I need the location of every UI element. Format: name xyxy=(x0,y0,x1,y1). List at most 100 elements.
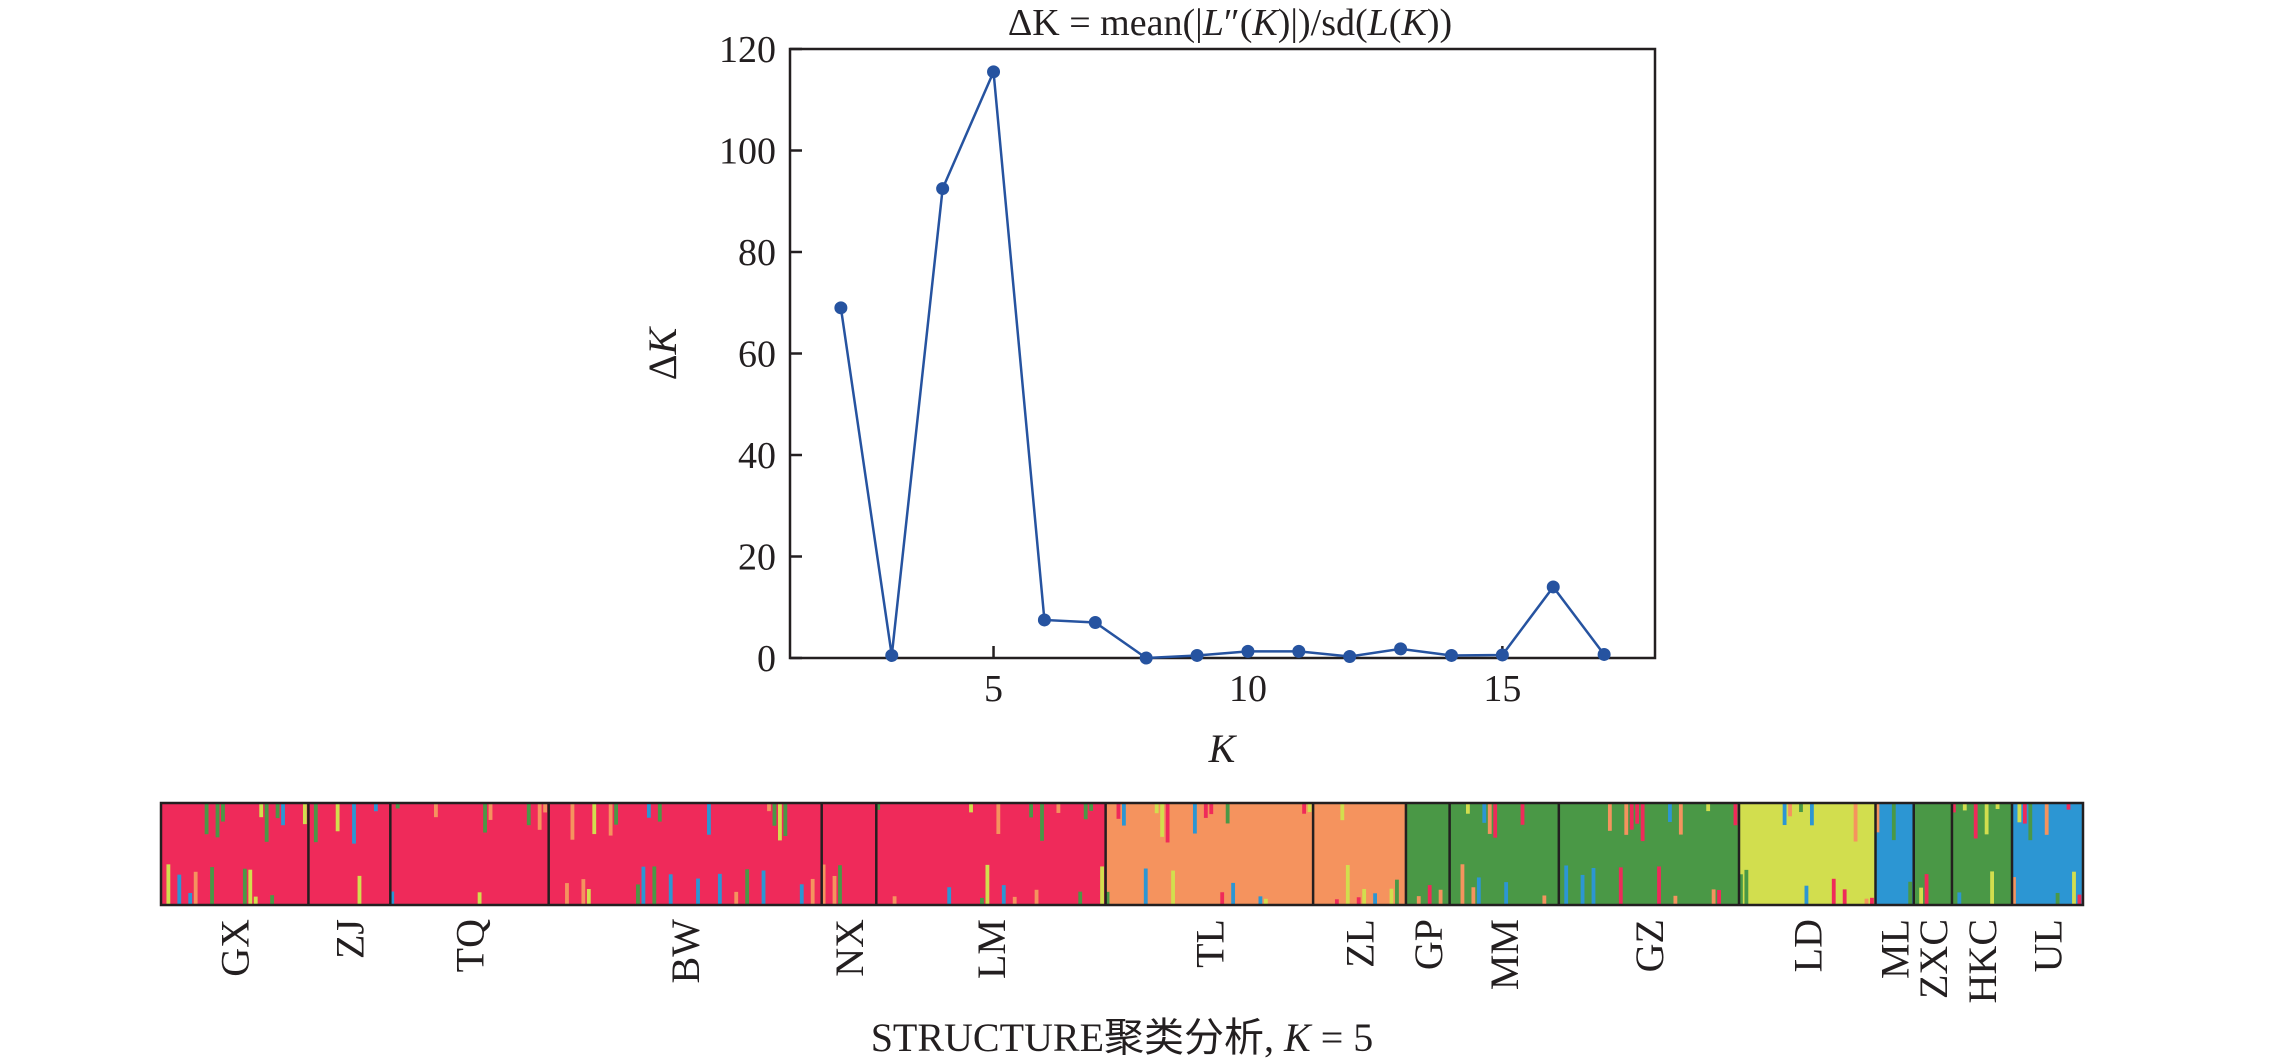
population-label: ZXC xyxy=(1911,919,1956,999)
individual-admixture xyxy=(1356,897,1361,905)
population-block xyxy=(390,803,549,905)
individual-admixture xyxy=(1209,803,1214,815)
individual-admixture xyxy=(1853,803,1858,842)
population-label: GZ xyxy=(1627,919,1672,972)
individual-admixture xyxy=(1143,868,1148,905)
individual-admixture xyxy=(2077,894,2082,905)
individual-admixture xyxy=(614,803,619,825)
individual-admixture xyxy=(1717,890,1721,905)
population-block xyxy=(1558,803,1740,905)
individual-admixture xyxy=(1799,803,1803,813)
individual-admixture xyxy=(313,803,318,843)
caption-text: STRUCTURE聚类分析, xyxy=(871,1015,1284,1060)
y-axis-label-part: K xyxy=(640,325,685,355)
individual-admixture xyxy=(1345,865,1350,905)
individual-admixture xyxy=(810,878,815,905)
chart-title: ΔK = mean(|L″(K)|)/sd(L(K)) xyxy=(1008,2,1452,44)
individual-admixture xyxy=(1640,803,1645,842)
chart-title-part: K xyxy=(1251,2,1279,44)
individual-admixture xyxy=(1258,896,1263,905)
individual-admixture xyxy=(1624,803,1629,835)
series-line xyxy=(839,71,1606,660)
individual-admixture xyxy=(221,803,225,822)
individual-admixture xyxy=(1635,803,1640,824)
y-tick-label: 20 xyxy=(738,537,776,579)
data-point xyxy=(1597,647,1611,661)
individual-admixture xyxy=(1078,891,1083,905)
population-block xyxy=(1313,803,1406,905)
population-label: LM xyxy=(969,919,1014,979)
individual-admixture xyxy=(838,865,842,905)
individual-admixture xyxy=(1395,879,1399,905)
individual-admixture xyxy=(1782,803,1787,826)
chart-title-part: L xyxy=(1367,2,1389,44)
individual-admixture xyxy=(1056,803,1061,813)
individual-admixture xyxy=(1870,897,1874,905)
x-axis-ticks: 5 10 15 xyxy=(984,646,1521,710)
individual-admixture xyxy=(1220,892,1225,905)
population-label: ZJ xyxy=(327,919,372,959)
individual-admixture xyxy=(696,878,700,905)
data-point xyxy=(936,182,950,196)
x-tick-label: 10 xyxy=(1229,668,1267,710)
individual-admixture xyxy=(1100,866,1104,905)
individual-admixture xyxy=(1951,803,1956,813)
individual-admixture xyxy=(1711,889,1716,905)
y-tick-label: 80 xyxy=(738,232,776,274)
chart-title-part: ( xyxy=(1389,2,1402,44)
individual-admixture xyxy=(1842,889,1847,905)
individual-admixture xyxy=(488,803,493,820)
individual-admixture xyxy=(641,866,646,905)
individual-admixture xyxy=(537,803,542,830)
individual-admixture xyxy=(390,891,395,905)
individual-admixture xyxy=(264,803,269,842)
data-point xyxy=(1444,648,1458,662)
chart-title-part: ″( xyxy=(1224,2,1252,44)
individual-admixture xyxy=(707,803,711,835)
individual-admixture xyxy=(1083,803,1088,820)
individual-admixture xyxy=(1744,869,1749,905)
chart-title-part: L xyxy=(1202,2,1224,44)
individual-admixture xyxy=(1001,885,1006,905)
individual-admixture xyxy=(646,803,651,818)
individual-admixture xyxy=(1225,803,1230,824)
individual-admixture xyxy=(1957,892,1962,905)
data-point xyxy=(1394,642,1408,656)
individual-admixture xyxy=(1012,896,1017,905)
individual-admixture xyxy=(253,896,258,905)
individual-admixture xyxy=(1263,898,1268,905)
individual-admixture xyxy=(210,867,214,905)
individual-admixture xyxy=(1618,867,1623,905)
data-point xyxy=(885,648,899,662)
individual-admixture xyxy=(717,873,722,905)
individual-admixture xyxy=(969,803,973,813)
individual-admixture xyxy=(2028,803,2033,841)
individual-admixture xyxy=(1891,803,1896,841)
individual-admixture xyxy=(434,803,438,818)
individual-admixture xyxy=(1438,889,1443,905)
individual-admixture xyxy=(395,803,400,809)
individual-admixture xyxy=(947,887,952,905)
individual-admixture xyxy=(985,864,990,905)
data-point xyxy=(1343,649,1357,663)
structure-frame xyxy=(159,801,2085,907)
individual-admixture xyxy=(1673,895,1678,905)
individual-admixture xyxy=(636,884,640,905)
individual-admixture xyxy=(1990,871,1994,905)
individual-admixture xyxy=(1973,803,1978,839)
individual-admixture xyxy=(832,875,837,905)
caption-value: = 5 xyxy=(1311,1015,1374,1060)
individual-admixture xyxy=(275,803,280,819)
individual-admixture xyxy=(2044,803,2049,835)
caption-k: K xyxy=(1283,1015,1313,1060)
population-block xyxy=(308,803,391,905)
individual-admixture xyxy=(1427,885,1432,905)
individual-admixture xyxy=(1373,893,1377,905)
individual-admixture xyxy=(1657,866,1661,905)
x-axis-label: K xyxy=(1208,726,1238,771)
individual-admixture xyxy=(1389,888,1394,905)
individual-admixture xyxy=(778,803,782,841)
y-tick-label: 100 xyxy=(719,131,776,173)
individual-admixture xyxy=(734,891,739,905)
individual-admixture xyxy=(1165,803,1170,843)
